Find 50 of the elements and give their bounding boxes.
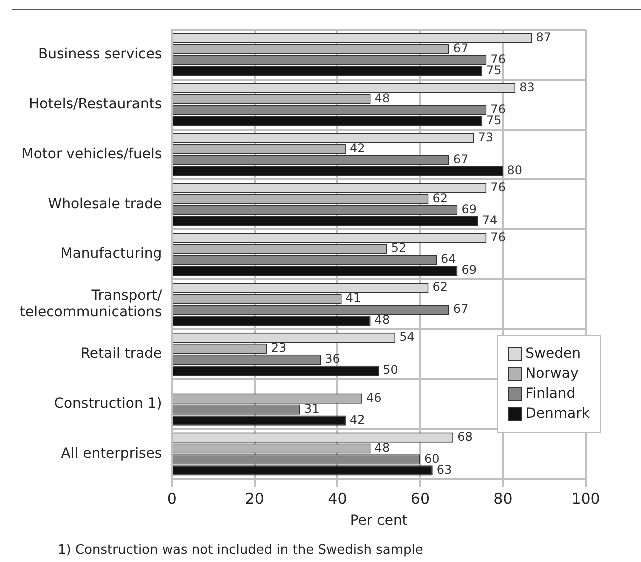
text: 1) Construction was not included in the Swedish sample <box>58 543 424 558</box>
y-tick-label: Transport/ telecommunications <box>20 288 162 321</box>
data-label: 87 <box>536 30 552 45</box>
legend-label: Denmark <box>526 406 590 422</box>
data-label: 62 <box>432 280 448 294</box>
legend-label: Finland <box>526 386 576 402</box>
data-label: 62 <box>432 191 448 206</box>
x-tick-label: 40 <box>328 490 348 508</box>
data-label: 48 <box>374 440 390 455</box>
data-label: 31 <box>304 402 320 416</box>
y-tick-label: Wholesale trade <box>48 196 162 212</box>
data-label: 36 <box>325 352 340 366</box>
y-tick-label: Motor vehicles/fuels <box>22 146 162 162</box>
x-tick-label: 60 <box>410 490 430 508</box>
x-tick-label: 100 <box>572 490 600 508</box>
x-tick-label: 80 <box>494 490 513 508</box>
x-axis-title: Per cent <box>350 513 408 530</box>
data-label: 80 <box>507 163 523 178</box>
x-tick-label: 0 <box>167 490 177 508</box>
y-tick-label: Retail trade <box>80 346 162 362</box>
y-tick-label: All enterprises <box>61 446 162 462</box>
data-label: 68 <box>458 430 473 444</box>
data-label: 69 <box>462 202 477 216</box>
data-label: 73 <box>478 130 494 144</box>
data-label: 76 <box>490 180 506 194</box>
data-label: 69 <box>462 263 477 278</box>
data-label: 48 <box>374 92 390 106</box>
data-label: 48 <box>374 313 390 328</box>
y-tick-label: Business services <box>38 46 162 63</box>
y-tick-label: Hotels/Restaurants <box>29 96 162 113</box>
legend-label: Sweden <box>526 346 581 362</box>
data-label: 67 <box>453 302 469 316</box>
data-label: 83 <box>520 80 535 95</box>
data-label: 76 <box>490 230 506 244</box>
data-label: 67 <box>453 42 469 56</box>
y-tick-label: Construction 1) <box>54 396 162 412</box>
legend-label: Norway <box>526 366 579 382</box>
data-label: 41 <box>346 291 362 306</box>
data-label: 52 <box>391 241 407 256</box>
data-label: 42 <box>350 412 366 427</box>
data-label: 67 <box>453 152 469 166</box>
data-label: 46 <box>366 390 382 405</box>
data-label: 50 <box>383 363 398 378</box>
data-label: 74 <box>482 213 498 228</box>
x-tick-label: 20 <box>245 490 264 508</box>
data-label: 54 <box>400 330 415 344</box>
y-tick-label: Manufacturing <box>60 246 162 262</box>
data-label: 42 <box>350 141 366 156</box>
data-label: 64 <box>441 252 456 266</box>
data-label: 23 <box>271 341 287 356</box>
